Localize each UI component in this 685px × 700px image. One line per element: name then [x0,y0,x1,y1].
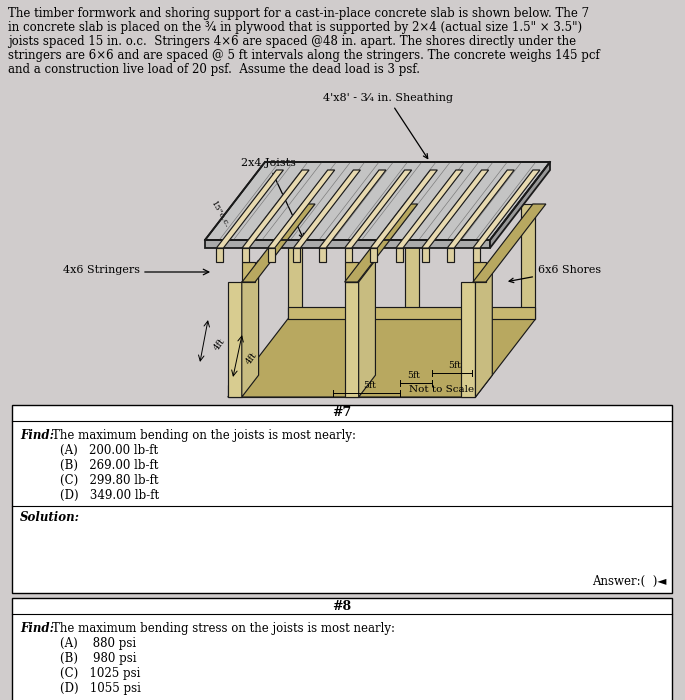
Polygon shape [345,262,358,282]
Polygon shape [396,248,403,262]
Polygon shape [447,248,454,262]
Polygon shape [242,170,309,248]
Polygon shape [345,282,359,397]
Text: The timber formwork and shoring support for a cast-in-place concrete slab is sho: The timber formwork and shoring support … [8,7,589,20]
Polygon shape [268,170,335,248]
Polygon shape [473,262,486,282]
Text: (A)   200.00 lb-ft: (A) 200.00 lb-ft [60,444,158,457]
Text: 4x6 Stringers: 4x6 Stringers [63,265,140,275]
Polygon shape [242,204,315,282]
Polygon shape [345,170,412,248]
Polygon shape [216,170,284,248]
Polygon shape [405,204,419,319]
Polygon shape [242,248,249,262]
Polygon shape [345,248,351,262]
Text: Find:: Find: [20,622,54,635]
Text: 4ft: 4ft [245,350,260,366]
Polygon shape [473,248,480,262]
Text: 2x4 Joists: 2x4 Joists [240,158,303,238]
Polygon shape [293,170,360,248]
Text: #7: #7 [332,407,351,419]
Polygon shape [216,248,223,262]
Text: (C)   299.80 lb-ft: (C) 299.80 lb-ft [60,474,158,487]
Polygon shape [421,248,429,262]
Polygon shape [475,260,493,397]
Text: Find:: Find: [20,429,54,442]
Polygon shape [462,282,475,397]
Text: (C)   1025 psi: (C) 1025 psi [60,667,140,680]
Polygon shape [447,170,514,248]
Text: 5ft: 5ft [408,370,421,379]
Polygon shape [242,260,259,397]
Text: 6x6 Shores: 6x6 Shores [509,265,601,283]
Polygon shape [205,240,490,248]
Text: stringers are 6×6 and are spaced @ 5 ft intervals along the stringers. The concr: stringers are 6×6 and are spaced @ 5 ft … [8,49,600,62]
FancyBboxPatch shape [12,405,672,593]
Polygon shape [490,162,550,248]
Polygon shape [521,204,536,319]
Polygon shape [228,282,242,397]
Text: (B)    980 psi: (B) 980 psi [60,652,136,665]
Polygon shape [268,248,275,262]
Polygon shape [205,162,550,240]
Polygon shape [293,248,300,262]
Text: (A)    880 psi: (A) 880 psi [60,637,136,650]
Polygon shape [371,248,377,262]
Text: The maximum bending stress on the joists is most nearly:: The maximum bending stress on the joists… [52,622,395,635]
FancyBboxPatch shape [12,598,672,700]
Text: 5ft: 5ft [364,381,377,389]
Polygon shape [228,385,475,397]
Polygon shape [228,319,536,397]
Polygon shape [319,248,326,262]
Polygon shape [242,262,255,282]
Text: in concrete slab is placed on the ¾ in plywood that is supported by 2×4 (actual : in concrete slab is placed on the ¾ in p… [8,21,582,34]
Text: joists spaced 15 in. o.c.  Stringers 4×6 are spaced @48 in. apart. The shores di: joists spaced 15 in. o.c. Stringers 4×6 … [8,35,576,48]
Text: The maximum bending on the joists is most nearly:: The maximum bending on the joists is mos… [52,429,356,442]
Polygon shape [345,204,418,282]
Text: (D)   349.00 lb-ft: (D) 349.00 lb-ft [60,489,159,502]
Polygon shape [288,307,536,319]
Polygon shape [319,170,386,248]
Polygon shape [473,204,546,282]
Polygon shape [288,204,302,319]
Text: Not to Scale: Not to Scale [410,386,475,395]
Text: Answer:(  )◄: Answer:( )◄ [592,575,666,588]
Polygon shape [359,260,375,397]
Text: 4ft: 4ft [212,336,227,352]
Polygon shape [421,170,488,248]
Polygon shape [473,170,540,248]
Text: 4'x8' - 3⁄₄ in. Sheathing: 4'x8' - 3⁄₄ in. Sheathing [323,93,453,158]
Polygon shape [396,170,463,248]
Text: #8: #8 [332,599,351,612]
Text: and a construction live load of 20 psf.  Assume the dead load is 3 psf.: and a construction live load of 20 psf. … [8,63,420,76]
Text: 15"o.c.: 15"o.c. [209,200,231,230]
Text: 5ft: 5ft [449,360,462,370]
Text: (B)   269.00 lb-ft: (B) 269.00 lb-ft [60,459,158,472]
Text: (D)   1055 psi: (D) 1055 psi [60,682,141,695]
Text: Solution:: Solution: [20,511,80,524]
Polygon shape [371,170,437,248]
